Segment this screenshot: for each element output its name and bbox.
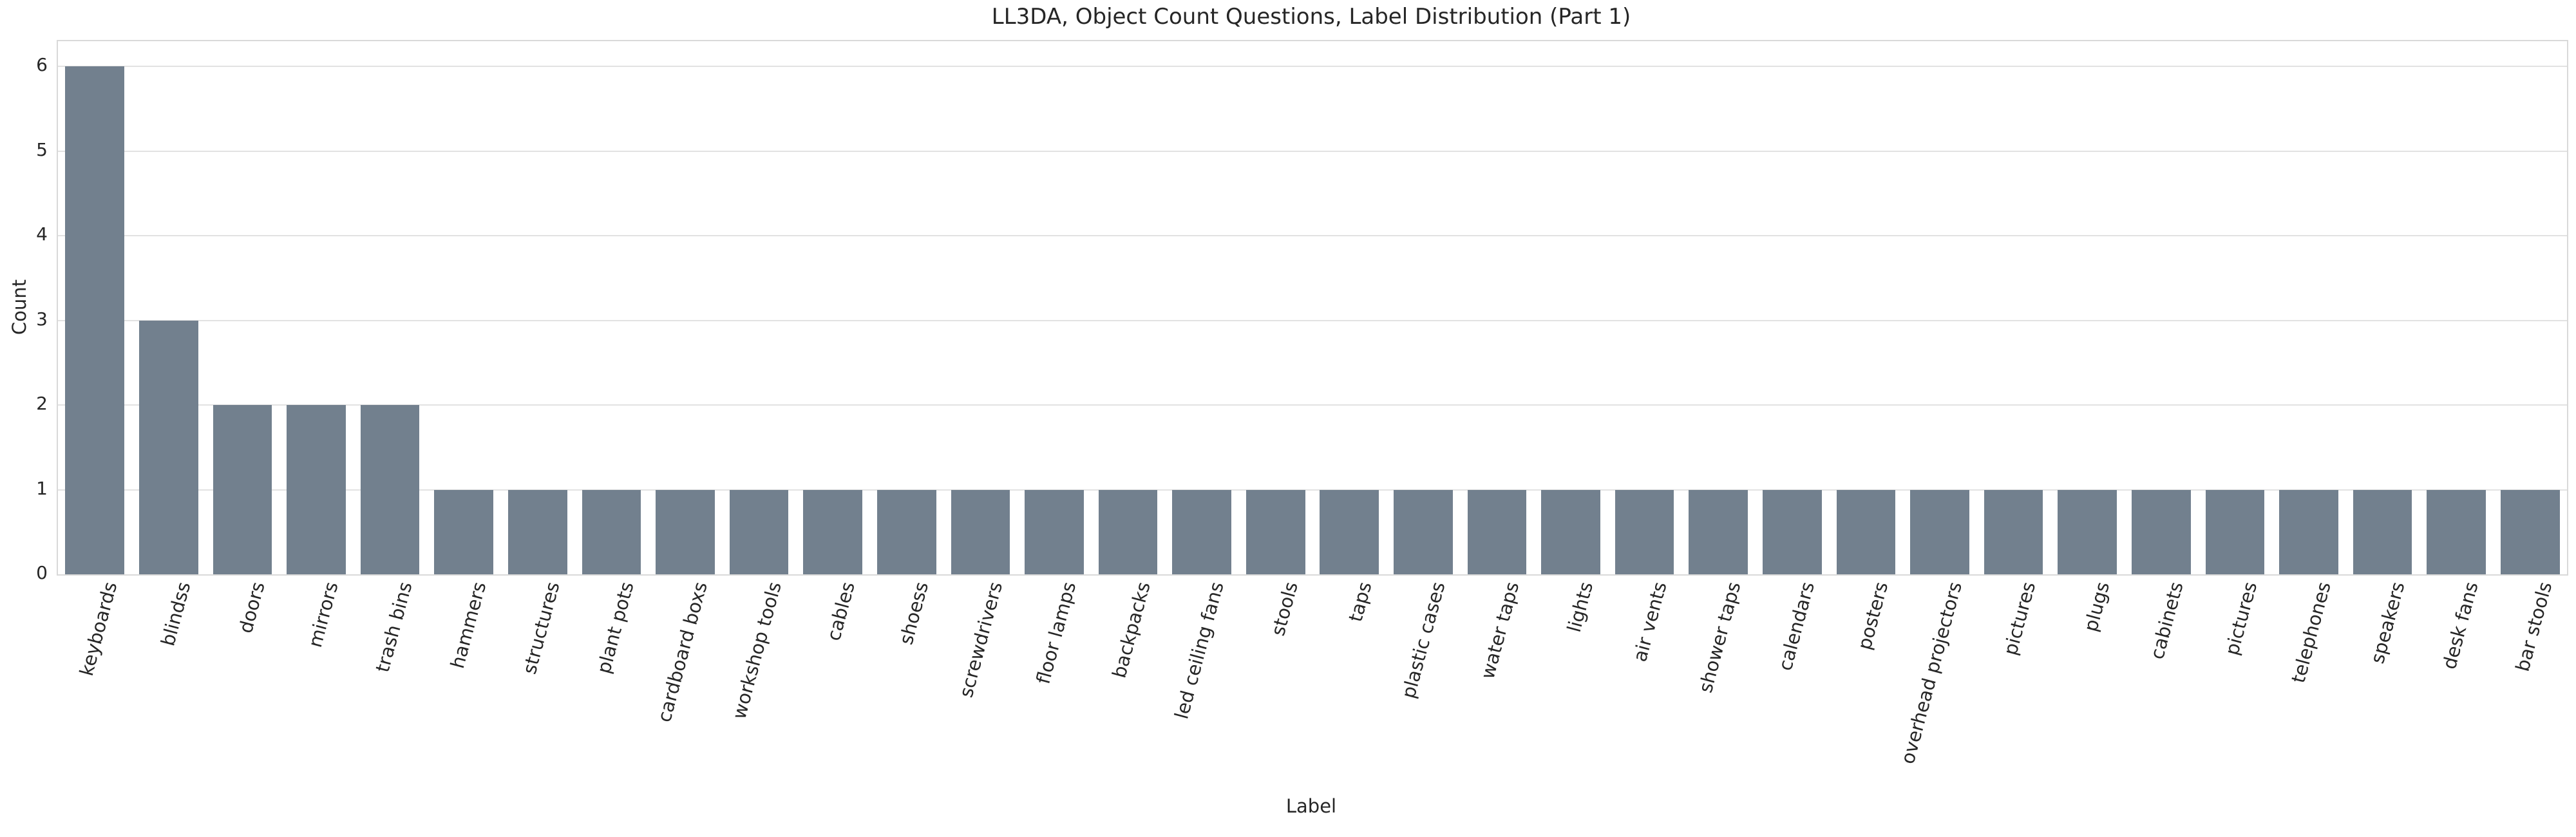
x-tick-label: cabinets bbox=[2145, 579, 2188, 662]
x-tick-label: desk fans bbox=[2438, 579, 2483, 672]
bar-desk-fans bbox=[2427, 489, 2486, 574]
bar-shoess bbox=[876, 489, 936, 574]
x-tick-label: led ceiling fans bbox=[1170, 579, 1228, 722]
bar-pictures bbox=[2205, 489, 2265, 574]
gridline-y1 bbox=[58, 489, 2567, 491]
bar-plant-pots bbox=[582, 489, 641, 574]
gridline-y2 bbox=[58, 404, 2567, 406]
y-tick-label: 3 bbox=[36, 308, 48, 330]
gridline-y4 bbox=[58, 235, 2567, 237]
bar-water-taps bbox=[1467, 489, 1527, 574]
chart-title: LL3DA, Object Count Questions, Label Dis… bbox=[991, 4, 1631, 30]
x-tick-label: telephones bbox=[2287, 579, 2335, 686]
y-tick-label: 1 bbox=[36, 477, 48, 499]
bar-telephones bbox=[2279, 489, 2338, 574]
bar-keyboards bbox=[65, 66, 125, 574]
x-tick-label: shoess bbox=[895, 579, 933, 647]
x-tick-label: plugs bbox=[2079, 579, 2114, 634]
y-tick-label: 4 bbox=[36, 223, 48, 245]
x-tick-label: bar stools bbox=[2511, 579, 2557, 674]
x-tick-label: doors bbox=[234, 579, 269, 635]
x-tick-label: cables bbox=[822, 579, 860, 643]
x-tick-label: backpacks bbox=[1107, 579, 1155, 681]
bar-trash-bins bbox=[360, 405, 420, 574]
bar-cardboard-boxs bbox=[656, 489, 715, 574]
x-axis-title: Label bbox=[1285, 795, 1337, 817]
bar-pictures bbox=[1984, 489, 2043, 574]
y-tick-label: 2 bbox=[36, 393, 48, 415]
y-axis-title: Count bbox=[8, 279, 30, 335]
x-tick-label: calendars bbox=[1774, 579, 1819, 673]
x-tick-label: overhead projectors bbox=[1896, 579, 1966, 767]
bar-screwdrivers bbox=[951, 489, 1010, 574]
x-tick-label: pictures bbox=[2221, 579, 2262, 658]
y-tick-label: 6 bbox=[36, 54, 48, 76]
bar-backpacks bbox=[1098, 489, 1158, 574]
bar-structures bbox=[507, 489, 567, 574]
x-tick-label: water taps bbox=[1476, 579, 1524, 682]
gridline-y3 bbox=[58, 319, 2567, 321]
bar-blindss bbox=[139, 320, 198, 574]
x-tick-label: shower taps bbox=[1694, 579, 1745, 695]
bar-speakers bbox=[2353, 489, 2412, 574]
y-tick-label: 0 bbox=[36, 562, 48, 583]
bar-lights bbox=[1541, 489, 1600, 574]
x-tick-label: floor lamps bbox=[1032, 579, 1081, 686]
bar-calendars bbox=[1762, 489, 1822, 574]
bar-taps bbox=[1320, 489, 1379, 574]
bar-air-vents bbox=[1615, 489, 1674, 574]
bar-plastic-cases bbox=[1394, 489, 1453, 574]
x-tick-label: blindss bbox=[156, 579, 195, 648]
x-tick-label: posters bbox=[1853, 579, 1893, 652]
x-tick-label: screwdrivers bbox=[954, 579, 1007, 700]
x-tick-label: workshop tools bbox=[727, 579, 786, 722]
bar-shower-taps bbox=[1689, 489, 1748, 574]
x-tick-label: mirrors bbox=[304, 579, 343, 650]
bar-stools bbox=[1245, 489, 1305, 574]
x-tick-label: lights bbox=[1562, 579, 1597, 635]
x-tick-label: pictures bbox=[1999, 579, 2040, 658]
gridline-y5 bbox=[58, 150, 2567, 152]
x-tick-label: plant pots bbox=[592, 579, 638, 676]
bar-floor-lamps bbox=[1025, 489, 1084, 574]
x-tick-label: air vents bbox=[1628, 579, 1671, 664]
x-tick-label: trash bins bbox=[371, 579, 417, 675]
bar-led-ceiling-fans bbox=[1172, 489, 1231, 574]
bar-bar-stools bbox=[2500, 489, 2560, 574]
plot-area bbox=[57, 40, 2568, 576]
bar-cabinets bbox=[2131, 489, 2191, 574]
x-tick-label: keyboards bbox=[75, 579, 122, 679]
bar-overhead-projectors bbox=[1910, 489, 1969, 574]
x-tick-label: taps bbox=[1344, 579, 1376, 625]
gridline-y6 bbox=[58, 66, 2567, 68]
x-tick-label: hammers bbox=[446, 579, 491, 671]
x-tick-label: structures bbox=[518, 579, 564, 677]
bar-hammers bbox=[434, 489, 494, 574]
bar-plugs bbox=[2058, 489, 2117, 574]
bar-posters bbox=[1836, 489, 1896, 574]
x-tick-label: plastic cases bbox=[1397, 579, 1450, 701]
bar-doors bbox=[213, 405, 272, 574]
x-tick-label: stools bbox=[1266, 579, 1302, 639]
y-tick-label: 5 bbox=[36, 138, 48, 160]
bar-mirrors bbox=[287, 405, 346, 574]
x-tick-label: speakers bbox=[2365, 579, 2409, 666]
bar-cables bbox=[803, 489, 862, 574]
x-tick-label: cardboard boxs bbox=[653, 579, 712, 725]
bar-workshop-tools bbox=[729, 489, 789, 574]
